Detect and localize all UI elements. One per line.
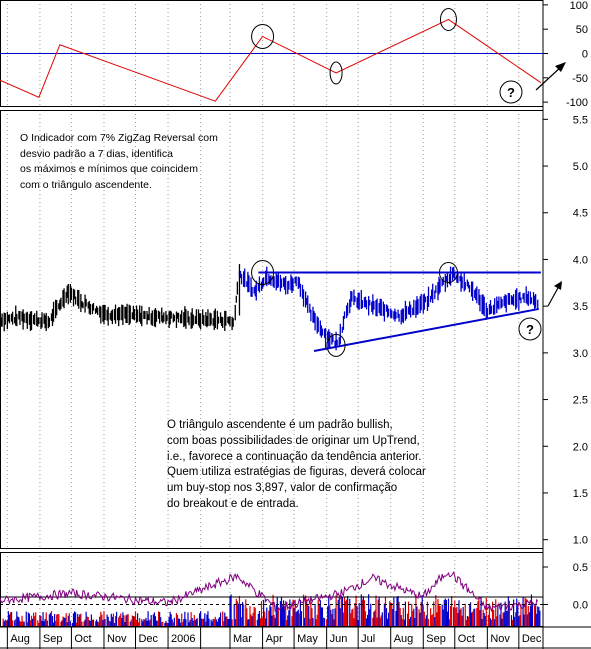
zigzag-question-marker: ? xyxy=(499,80,523,104)
oscillator-line xyxy=(0,571,539,613)
price-question-label: ? xyxy=(526,322,534,337)
x-tick-label: Aug xyxy=(394,633,414,645)
x-tick-label: Sep xyxy=(43,633,63,645)
price-arrow-head xyxy=(554,281,562,290)
zigzag-panel: 100 50 0 -50 -100 ? xyxy=(0,0,588,109)
zigzag-arrow-head xyxy=(555,62,566,72)
x-axis: Aug Sep Oct Nov Dec 2006 Mar Apr May Jun Jul Aug Sep… xyxy=(6,627,542,649)
y-tick-label: 0.5 xyxy=(573,562,588,574)
x-tick-label: Jun xyxy=(330,633,348,645)
indicator-note: O Indicador com 7% ZigZag Reversal com d… xyxy=(20,132,218,191)
y-tick-label: 4.5 xyxy=(573,208,588,220)
price-panel: 5.5 5.0 4.5 4.0 3.5 3.0 2.5 2.0 1.5 1.0 ? xyxy=(0,114,588,547)
y-tick-label: 1.0 xyxy=(573,535,588,547)
price-question-marker: ? xyxy=(518,317,542,341)
zigzag-up-arrow xyxy=(535,65,563,91)
y-tick-label: 5.0 xyxy=(573,161,588,173)
x-tick-label: Apr xyxy=(266,633,283,645)
y-tick-label: -100 xyxy=(566,97,588,109)
zigzag-question-label: ? xyxy=(507,85,515,100)
zigzag-pivot-circle xyxy=(439,7,457,31)
volume-bars xyxy=(2,594,541,626)
y-tick-label: 100 xyxy=(570,0,588,12)
y-tick-label: 4.0 xyxy=(573,254,588,266)
x-tick-label: Aug xyxy=(10,633,30,645)
y-tick-label: 3.0 xyxy=(573,348,588,360)
zigzag-pivot-circle xyxy=(329,61,343,85)
zigzag-pivot-markers xyxy=(251,7,457,85)
price-bars xyxy=(0,264,539,351)
x-tick-label: Mar xyxy=(233,633,252,645)
y-tick-label: 0 xyxy=(582,49,588,61)
x-tick-label: Oct xyxy=(74,633,91,645)
x-tick-label: Jul xyxy=(361,633,375,645)
price-pivot-circle xyxy=(251,260,275,286)
price-pivot-circle xyxy=(438,262,458,284)
x-tick-label: Oct xyxy=(458,633,475,645)
x-tick-label: 2006 xyxy=(171,633,195,645)
support-line xyxy=(313,307,539,352)
price-pivot-markers xyxy=(251,260,458,357)
oscillator-y-axis: 0.5 0.0 xyxy=(543,562,588,612)
x-tick-label: Dec xyxy=(138,633,158,645)
x-tick-label: Nov xyxy=(107,633,127,645)
y-tick-label: 0.0 xyxy=(573,600,588,612)
y-tick-label: 2.5 xyxy=(573,395,588,407)
price-y-axis: 5.5 5.0 4.5 4.0 3.5 3.0 2.5 2.0 1.5 1.0 xyxy=(543,114,588,547)
y-tick-label: 3.5 xyxy=(573,301,588,313)
y-tick-label: 5.5 xyxy=(573,114,588,126)
oscillator-panel: 0.5 0.0 xyxy=(0,562,588,626)
zigzag-y-axis: 100 50 0 -50 -100 xyxy=(543,0,588,109)
y-tick-label: -50 xyxy=(572,73,588,85)
x-tick-label: Nov xyxy=(490,633,510,645)
zigzag-line xyxy=(0,18,542,102)
price-up-arrow xyxy=(547,285,560,307)
y-tick-label: 2.0 xyxy=(573,441,588,453)
y-tick-label: 1.5 xyxy=(573,488,588,500)
x-tick-label: Dec xyxy=(522,633,542,645)
x-tick-label: Sep xyxy=(426,633,446,645)
y-tick-label: 50 xyxy=(576,24,588,36)
gridlines xyxy=(6,0,520,627)
x-tick-label: May xyxy=(297,633,318,645)
pattern-note: O triângulo ascendente é um padrão bulli… xyxy=(167,419,426,510)
zigzag-pivot-circle xyxy=(251,23,275,49)
price-pivot-circle xyxy=(326,333,346,357)
